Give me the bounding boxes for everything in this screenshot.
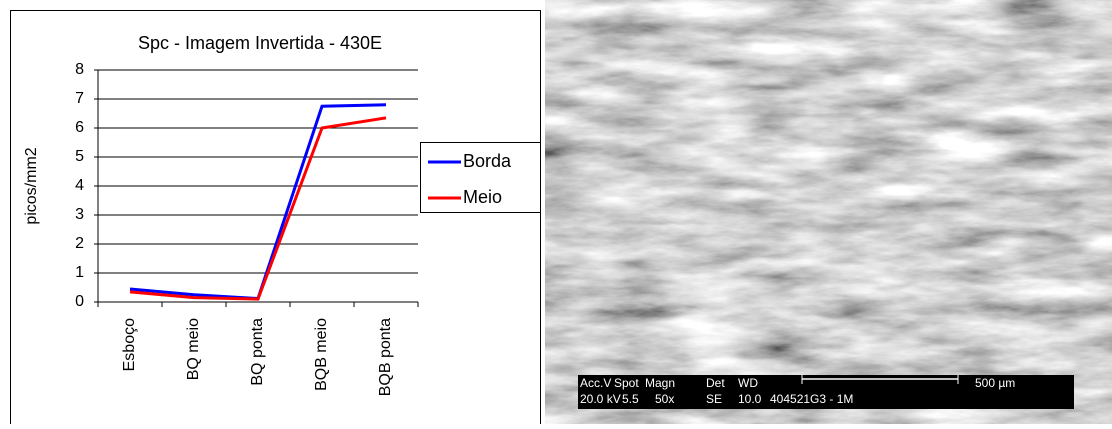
x-tick-label: BQB meio — [313, 318, 330, 391]
x-tick-label: BQ meio — [185, 318, 202, 380]
x-tick-label: BQ ponta — [249, 318, 266, 386]
legend-label: Meio — [463, 187, 502, 207]
plot: 0 1 2 3 4 5 6 7 8 Esboço BQ meio BQ ponta BQB meio BQ… — [75, 61, 512, 396]
y-axis-label: picos/mm2 — [23, 147, 40, 224]
info-label: 500 µm — [975, 376, 1015, 390]
info-value: 10.0 — [738, 392, 762, 406]
info-value: 5.5 — [622, 392, 639, 406]
info-value: SE — [706, 392, 722, 406]
y-tick-label: 3 — [75, 206, 84, 223]
legend-label: Borda — [463, 151, 512, 171]
sem-micrograph — [545, 0, 1112, 424]
legend — [420, 142, 541, 213]
chart-frame — [10, 10, 541, 429]
x-tick-label: Esboço — [121, 318, 138, 371]
y-tick-label: 8 — [75, 61, 84, 78]
y-tick-label: 1 — [75, 264, 84, 281]
x-tick-label: BQB ponta — [377, 318, 394, 396]
info-label: Spot — [614, 376, 639, 390]
info-label: WD — [738, 376, 758, 390]
info-value: 404521G3 - 1M — [770, 392, 853, 406]
info-text: Acc.V Spot Magn Det WD 500 µm 20.0 kV 5.5 50x SE 1… — [580, 376, 1015, 406]
chart-title: Spc - Imagem Invertida - 430E — [138, 33, 382, 53]
info-label: Magn — [645, 376, 675, 390]
y-tick-label: 2 — [75, 235, 84, 252]
info-label: Det — [706, 376, 725, 390]
y-tick-label: 7 — [75, 90, 84, 107]
info-bar — [578, 375, 1074, 409]
sem-image: Acc.V Spot Magn Det WD 500 µm 20.0 kV 5.5 50x SE 1… — [545, 0, 1112, 424]
info-value: 50x — [655, 392, 674, 406]
info-label: Acc.V — [580, 376, 611, 390]
info-value: 20.0 kV — [580, 392, 621, 406]
y-tick-label: 0 — [75, 293, 84, 310]
y-tick-label: 4 — [75, 177, 84, 194]
series-line — [129, 116, 387, 301]
y-tick-label: 5 — [75, 148, 84, 165]
y-tick-label: 6 — [75, 119, 84, 136]
